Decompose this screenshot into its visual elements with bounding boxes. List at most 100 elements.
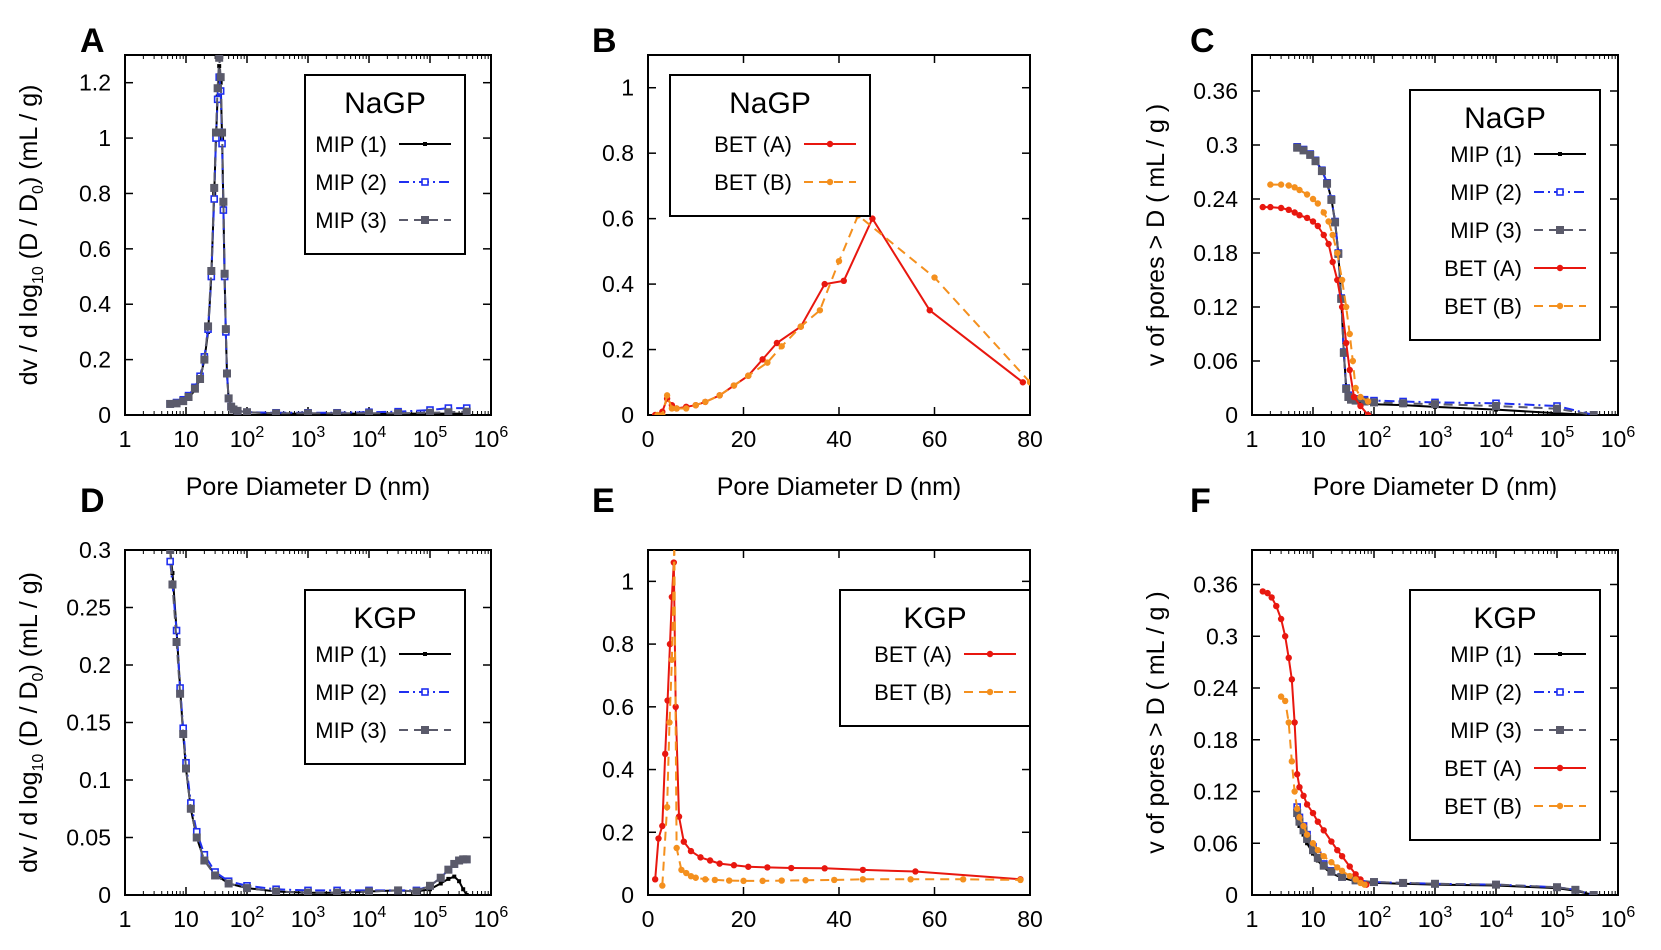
y-tick-label: 0.2 <box>602 337 634 363</box>
legend-marker <box>1556 726 1564 734</box>
data-point <box>1555 411 1559 415</box>
data-point <box>1346 366 1353 374</box>
data-point <box>1399 878 1408 887</box>
data-point <box>1339 348 1348 357</box>
data-point <box>172 638 181 646</box>
data-point <box>1277 204 1285 212</box>
data-point <box>215 55 224 62</box>
x-tick-label: 103 <box>291 424 326 452</box>
data-point <box>176 689 185 698</box>
data-point <box>221 325 230 334</box>
data-point <box>716 860 723 867</box>
data-point <box>196 375 205 383</box>
data-point <box>1026 379 1030 386</box>
data-point <box>168 580 177 589</box>
data-point <box>446 876 451 881</box>
data-point <box>716 392 723 399</box>
legend-label: MIP (3) <box>1450 218 1522 243</box>
data-point <box>912 868 919 875</box>
y-tick-label: 0.8 <box>602 631 634 657</box>
y-tick-label: 0.36 <box>1193 572 1238 598</box>
data-point <box>1325 240 1332 248</box>
data-point <box>1492 402 1500 410</box>
data-point <box>1329 258 1336 266</box>
series-bet-b <box>1277 693 1368 888</box>
data-point <box>1291 719 1298 726</box>
legend-label: BET (A) <box>1444 256 1522 281</box>
plot-area <box>166 55 471 415</box>
data-point <box>1277 181 1285 188</box>
data-point <box>1342 384 1351 393</box>
x-tick-label: 104 <box>1479 904 1514 932</box>
y-axis-title: dv / d log10 (D / D0) (mL / g) <box>15 85 47 386</box>
data-point <box>224 394 233 403</box>
data-point <box>859 866 867 874</box>
data-point <box>1296 212 1303 219</box>
data-point <box>1285 654 1292 662</box>
y-tick-label: 0.12 <box>1193 294 1238 320</box>
x-tick-label: 20 <box>731 426 757 452</box>
data-point <box>1320 827 1327 834</box>
x-tick-label: 106 <box>1601 904 1636 932</box>
y-tick-label: 0 <box>98 882 111 908</box>
data-point <box>182 764 190 773</box>
legend-label: MIP (2) <box>1450 180 1522 205</box>
legend-marker <box>986 650 994 658</box>
legend-title: KGP <box>903 602 966 635</box>
y-tick-label: 0.6 <box>602 694 634 720</box>
data-point <box>661 750 669 758</box>
data-point <box>1342 339 1350 347</box>
legend-marker <box>826 178 834 186</box>
data-point <box>1303 831 1311 838</box>
y-tick-label: 0.12 <box>1193 779 1238 805</box>
series-line <box>1262 206 1369 415</box>
data-point <box>216 73 225 82</box>
data-point <box>959 876 967 883</box>
data-point <box>1492 880 1500 889</box>
data-point <box>365 887 373 895</box>
panel-letter: E <box>592 482 615 520</box>
data-point <box>179 730 188 738</box>
data-point <box>1293 809 1302 818</box>
data-point <box>764 359 771 366</box>
y-axis-title: dv / d log10 (D / D0) (mL / g) <box>15 572 47 873</box>
data-point <box>1017 876 1024 884</box>
data-point <box>664 697 671 704</box>
series-line <box>657 213 1030 415</box>
x-tick-label: 10 <box>1300 426 1326 452</box>
data-point <box>859 876 867 883</box>
data-point <box>725 877 733 884</box>
y-tick-label: 0.36 <box>1193 78 1238 104</box>
legend-label: MIP (1) <box>1450 142 1522 167</box>
y-tick-label: 0.18 <box>1193 240 1238 266</box>
x-tick-label: 10 <box>1300 906 1326 932</box>
legend-marker <box>826 140 834 148</box>
data-point <box>166 550 175 554</box>
legend-marker <box>421 688 429 696</box>
data-point <box>1328 859 1335 866</box>
y-axis-title: v of pores > D ( mL / g ) <box>1142 591 1170 853</box>
legend-marker <box>423 652 427 656</box>
data-point <box>1277 693 1285 700</box>
x-axis-title: Pore Diameter D (nm) <box>717 473 962 501</box>
data-point <box>172 399 181 408</box>
data-point <box>1293 805 1301 812</box>
panel-letter: C <box>1190 22 1215 60</box>
data-point <box>1285 206 1292 213</box>
data-point <box>1431 879 1439 888</box>
data-point <box>1328 838 1335 845</box>
x-tick-label: 10 <box>173 426 199 452</box>
data-point <box>1259 588 1266 595</box>
data-point <box>802 877 809 884</box>
y-tick-label: 0.06 <box>1193 830 1238 856</box>
legend-title: NaGP <box>1464 102 1546 135</box>
legend-title: NaGP <box>344 87 426 120</box>
legend-label: MIP (2) <box>1450 680 1522 705</box>
legend-marker <box>986 688 994 696</box>
x-tick-label: 102 <box>1357 904 1392 932</box>
y-tick-label: 0.4 <box>79 291 111 317</box>
data-point <box>1360 397 1369 406</box>
data-point <box>179 397 188 406</box>
data-point <box>200 355 209 364</box>
data-point <box>1317 167 1326 176</box>
